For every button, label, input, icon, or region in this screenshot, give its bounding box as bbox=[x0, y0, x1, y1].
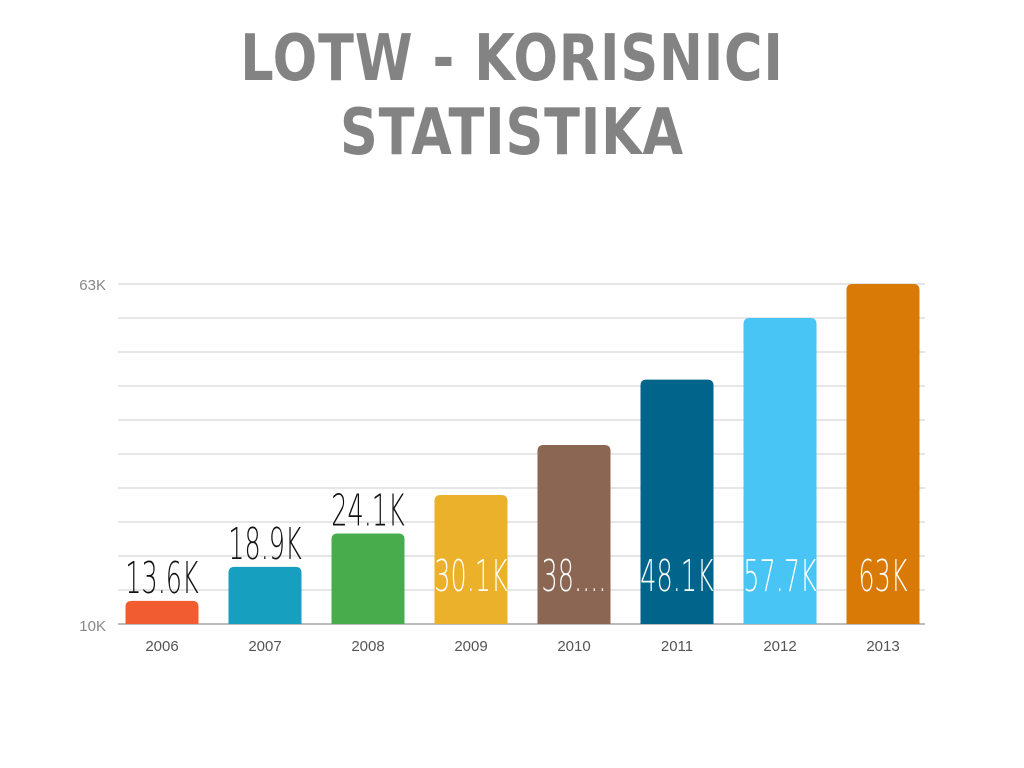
bar-2012 bbox=[743, 318, 817, 624]
data-label: 57.7K bbox=[743, 552, 817, 602]
x-tick-label: 2008 bbox=[351, 638, 384, 655]
x-tick-label: 2012 bbox=[763, 638, 796, 655]
x-tick-label: 2011 bbox=[661, 638, 693, 655]
bar-2009 bbox=[434, 495, 508, 624]
x-tick-label: 2007 bbox=[248, 638, 281, 655]
x-tick-label: 2009 bbox=[454, 638, 487, 655]
data-label: 24.1K bbox=[331, 486, 405, 536]
bar-2008 bbox=[331, 533, 405, 624]
bar-2007 bbox=[228, 566, 302, 624]
data-label: 48.1K bbox=[640, 552, 714, 602]
chart-title: LOTW - KORISNICI STATISTIKA bbox=[240, 22, 784, 170]
data-label: 13.6K bbox=[125, 554, 199, 604]
bar-2011 bbox=[640, 379, 714, 624]
data-label: 38.... bbox=[542, 552, 607, 602]
x-tick-label: 2010 bbox=[557, 638, 590, 655]
data-label: 30.1K bbox=[434, 552, 508, 602]
x-tick-label: 2006 bbox=[145, 638, 178, 655]
bar-2013 bbox=[846, 284, 920, 624]
bar-2006 bbox=[125, 600, 199, 624]
data-label: 18.9K bbox=[228, 520, 302, 570]
x-tick-label: 2013 bbox=[866, 638, 899, 655]
bar-2010 bbox=[537, 445, 611, 624]
data-label: 63K bbox=[858, 552, 907, 602]
y-tick-label: 63K bbox=[79, 277, 106, 294]
y-tick-label: 10K bbox=[79, 618, 106, 635]
